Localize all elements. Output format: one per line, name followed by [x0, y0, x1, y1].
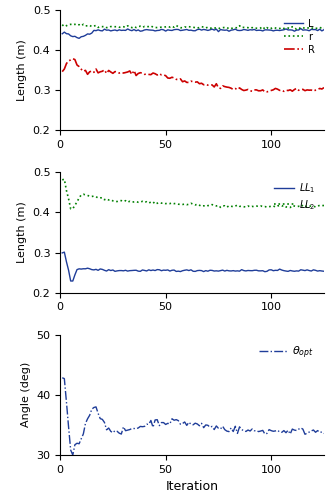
Y-axis label: Angle (deg): Angle (deg)	[21, 362, 31, 428]
Y-axis label: Length (m): Length (m)	[17, 202, 27, 264]
Legend: L, r, R: L, r, R	[280, 15, 319, 59]
Legend: $LL_1$, $LL_2$: $LL_1$, $LL_2$	[271, 177, 319, 216]
X-axis label: Iteration: Iteration	[166, 480, 218, 494]
Y-axis label: Length (m): Length (m)	[17, 40, 27, 101]
Legend: $\theta_{opt}$: $\theta_{opt}$	[255, 340, 318, 365]
